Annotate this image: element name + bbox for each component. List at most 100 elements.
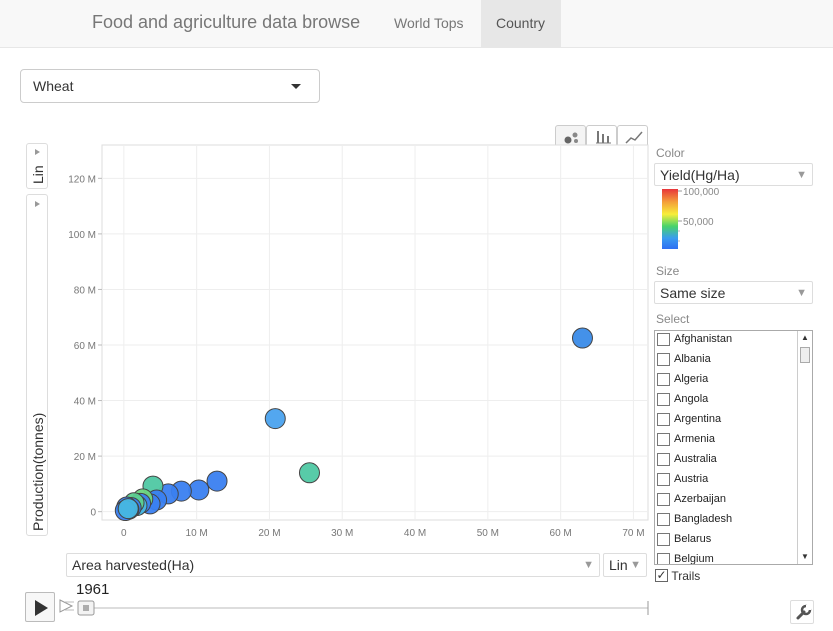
color-legend-mid: 50,000 (683, 217, 714, 228)
trails-toggle[interactable]: ✓ Trails (655, 568, 700, 583)
color-metric-value: Yield(Hg/Ha) (660, 167, 740, 183)
color-legend: 100,000 50,000 (662, 187, 720, 249)
checkbox[interactable] (657, 433, 670, 446)
country-item[interactable]: Algeria (657, 372, 708, 392)
country-item[interactable]: Afghanistan (657, 332, 732, 352)
caret-down-icon (291, 84, 301, 89)
bar-chart-tab[interactable] (586, 125, 617, 146)
y-axis-metric-select[interactable]: Production(tonnes) (26, 194, 48, 536)
settings-button[interactable] (790, 600, 814, 624)
checkbox[interactable] (657, 393, 670, 406)
checkbox[interactable] (657, 553, 670, 564)
data-point (264, 408, 286, 430)
y-tick-label: 80 M (74, 285, 96, 296)
grid (98, 145, 648, 520)
checkbox[interactable] (657, 533, 670, 546)
x-tick-label: 70 M (622, 528, 644, 539)
dropdown-arrow-icon: ▼ (583, 559, 594, 571)
crop-select[interactable]: Wheat (20, 69, 320, 103)
play-icon (35, 600, 48, 616)
x-scale-label: Lin (609, 557, 628, 573)
trails-checkbox[interactable]: ✓ (655, 568, 668, 583)
x-axis-metric-select[interactable]: Area harvested(Ha) ▼ (66, 553, 600, 577)
country-item[interactable]: Azerbaijan (657, 492, 726, 512)
select-title: Select (656, 312, 690, 326)
country-item[interactable]: Argentina (657, 412, 721, 432)
x-axis-label: Area harvested(Ha) (72, 557, 195, 573)
color-gradient-bar (662, 189, 678, 249)
tab-world-tops[interactable]: World Tops (394, 15, 464, 31)
y-tick-label: 0 (90, 508, 96, 519)
crop-select-value: Wheat (33, 78, 74, 94)
checkbox[interactable] (657, 513, 670, 526)
wrench-icon (796, 604, 812, 620)
navbar: Food and agriculture data browse World T… (0, 0, 833, 48)
country-item[interactable]: Austria (657, 472, 708, 492)
x-tick-label: 30 M (331, 528, 353, 539)
app-title[interactable]: Food and agriculture data browse (92, 12, 361, 32)
x-scale-select[interactable]: Lin ▼ (603, 553, 647, 577)
data-points (114, 327, 593, 522)
country-item[interactable]: Australia (657, 452, 717, 472)
tab-country[interactable]: Country (481, 0, 561, 47)
dropdown-arrow-icon: ▼ (796, 169, 807, 181)
y-tick-label: 40 M (74, 397, 96, 408)
country-item[interactable]: Bangladesh (657, 512, 732, 532)
y-scale-toggle[interactable]: Lin (26, 143, 48, 189)
checkbox[interactable] (657, 453, 670, 466)
data-point (117, 498, 139, 520)
x-tick-label: 60 M (550, 528, 572, 539)
scrollbar-thumb[interactable] (800, 347, 810, 363)
timeline-slider[interactable] (76, 598, 651, 618)
y-tick-label: 20 M (74, 452, 96, 463)
line-chart-tab[interactable] (617, 125, 648, 146)
data-point (571, 327, 593, 349)
step-icon (59, 599, 74, 613)
line-chart-icon (625, 131, 643, 144)
y-tick-label: 120 M (68, 174, 96, 185)
trails-label: Trails (671, 568, 701, 583)
dropdown-arrow-icon: ▼ (630, 559, 641, 571)
checkbox[interactable] (657, 493, 670, 506)
timeline-year: 1961 (76, 581, 110, 598)
country-item[interactable]: Armenia (657, 432, 715, 452)
checkbox[interactable] (657, 473, 670, 486)
play-button[interactable] (25, 592, 55, 622)
checkbox[interactable] (657, 333, 670, 346)
country-list[interactable]: Afghanistan Albania Algeria Angola Argen… (654, 330, 813, 565)
color-legend-max: 100,000 (683, 187, 720, 198)
x-tick-label: 0 (121, 528, 127, 539)
size-metric-select[interactable]: Same size ▼ (654, 281, 813, 304)
data-point (206, 470, 228, 492)
scroll-up-icon[interactable]: ▲ (801, 333, 809, 342)
checkbox[interactable] (657, 373, 670, 386)
country-list-scrollbar[interactable]: ▲ ▼ (797, 331, 812, 564)
checkbox[interactable] (657, 413, 670, 426)
color-metric-select[interactable]: Yield(Hg/Ha) ▼ (654, 163, 813, 186)
size-metric-value: Same size (660, 285, 726, 301)
x-tick-label: 10 M (186, 528, 208, 539)
country-item[interactable]: Angola (657, 392, 708, 412)
country-item[interactable]: Belarus (657, 532, 711, 552)
y-tick-labels: 0 20 M 40 M 60 M 80 M 100 M 120 M (68, 174, 96, 518)
x-tick-label: 40 M (404, 528, 426, 539)
speed-control[interactable] (58, 598, 78, 614)
bubble-chart-tab[interactable] (555, 125, 586, 146)
checkbox[interactable] (657, 353, 670, 366)
x-tick-label: 20 M (258, 528, 280, 539)
y-tick-label: 100 M (68, 230, 96, 241)
size-title: Size (656, 264, 680, 278)
x-tick-label: 50 M (477, 528, 499, 539)
timeline-thumb (77, 600, 95, 616)
country-item[interactable]: Albania (657, 352, 711, 372)
expand-arrow-icon (35, 149, 40, 155)
bubble-chart-icon (564, 132, 578, 144)
dropdown-arrow-icon: ▼ (796, 287, 807, 299)
color-title: Color (656, 146, 685, 160)
expand-arrow-icon (35, 201, 40, 207)
y-tick-label: 60 M (74, 341, 96, 352)
scroll-down-icon[interactable]: ▼ (801, 552, 809, 561)
bar-chart-icon (596, 131, 611, 144)
country-item[interactable]: Belgium (657, 552, 714, 564)
data-point (298, 462, 320, 484)
